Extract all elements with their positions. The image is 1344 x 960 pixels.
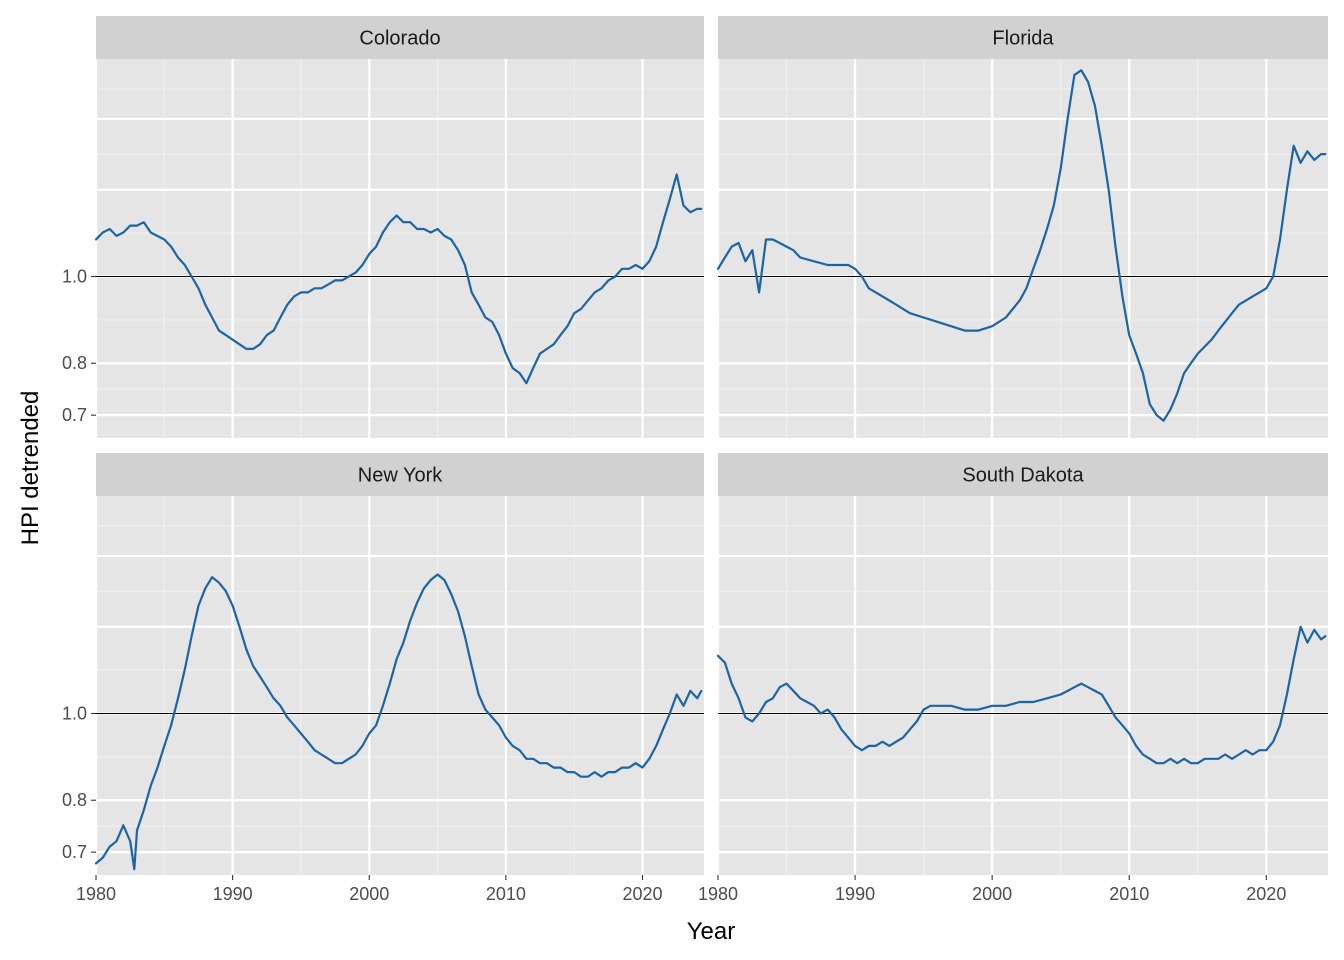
facet-panel-colorado: Colorado 0.7 0.8 1.0 (62, 16, 704, 438)
x-tick-label: 2020 (1246, 884, 1286, 904)
x-tick-label: 2000 (972, 884, 1012, 904)
facet-panel-new-york: New York 0.7 0.8 1.0 1980 1990 2000 2010 2020 (62, 453, 704, 904)
series-line (94, 173, 703, 385)
x-tick-label: 1980 (76, 884, 116, 904)
x-axis-title: Year (687, 918, 736, 945)
y-tick-label: 0.8 (62, 790, 87, 810)
panel-background (96, 59, 704, 438)
x-tick-label: 2000 (349, 884, 389, 904)
series-line (716, 625, 1327, 765)
y-tick-label: 0.8 (62, 353, 87, 373)
panel-background (718, 59, 1328, 438)
panel-background (718, 496, 1328, 875)
y-tick-label: 1.0 (62, 704, 87, 724)
facet-panel-south-dakota: South Dakota 1980 1990 2000 2010 2020 (698, 453, 1328, 904)
series-line (94, 573, 703, 871)
facet-strip-label: New York (358, 465, 443, 487)
facet-strip-label: Florida (992, 28, 1054, 50)
facet-strip (96, 16, 704, 59)
y-tick-label: 0.7 (62, 405, 87, 425)
facet-strip-label: Colorado (359, 28, 440, 50)
x-tick-label: 1990 (213, 884, 253, 904)
x-tick-label: 2010 (486, 884, 526, 904)
facet-strip (96, 453, 704, 496)
x-tick-label: 1990 (835, 884, 875, 904)
x-tick-label: 2020 (622, 884, 662, 904)
y-tick-label: 1.0 (62, 267, 87, 287)
series-line (716, 69, 1327, 422)
facet-panel-florida: Florida (716, 16, 1328, 438)
facet-strip-label: South Dakota (962, 465, 1084, 487)
facet-strip (718, 453, 1328, 496)
facet-panels: Colorado 0.7 0.8 1.0 Florida New York 0.7 0.8 1.… (62, 16, 1328, 904)
y-tick-label: 0.7 (62, 842, 87, 862)
facet-strip (718, 16, 1328, 59)
panel-background (96, 496, 704, 875)
x-tick-label: 2010 (1109, 884, 1149, 904)
y-axis-title: HPI detrended (17, 391, 44, 546)
x-tick-label: 1980 (698, 884, 738, 904)
